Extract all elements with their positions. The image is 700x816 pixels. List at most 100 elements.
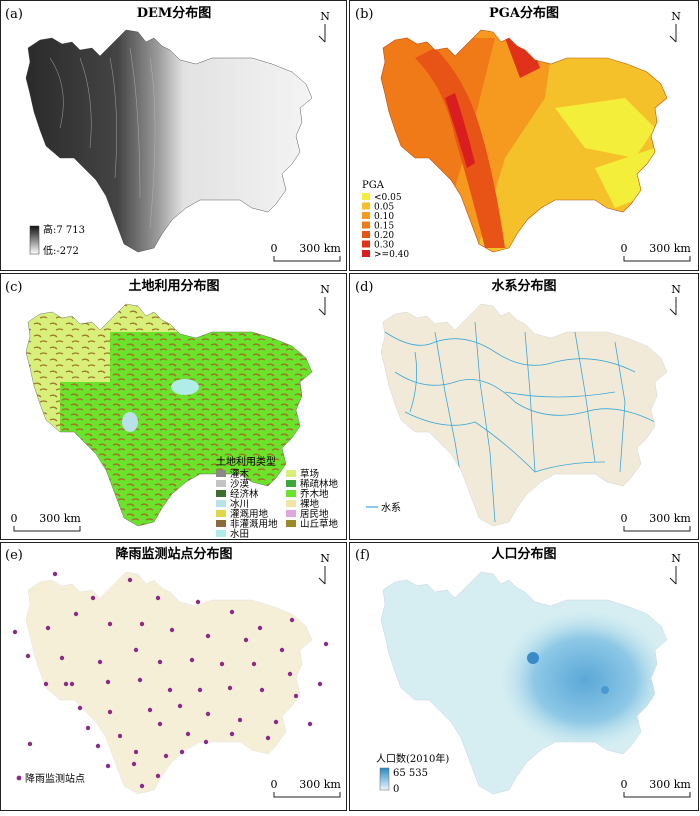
pga-legend-swatch (362, 212, 370, 219)
north-label: N (320, 10, 330, 23)
pga-legend-swatch (362, 193, 370, 200)
rain-station-dot (52, 571, 58, 577)
panel-title: 水系分布图 (491, 278, 556, 294)
rain-station-dot (107, 709, 113, 715)
rain-station-dot (59, 655, 65, 661)
panel-letter: (f) (355, 548, 370, 563)
rain-station-dot (90, 595, 96, 601)
pga-legend: <0.050.050.100.150.200.30>=0.40 (362, 193, 409, 260)
panel-d-water: (d) 水系分布图 水系 (355, 278, 668, 527)
rain-station-dot (127, 577, 133, 583)
north-arrow-shaft (318, 297, 326, 316)
pga-legend-title: PGA (362, 180, 385, 191)
rain-station-dot (147, 707, 153, 713)
scale-line (273, 792, 341, 798)
pop-legend-low: 0 (393, 784, 399, 795)
rain-station-dot (169, 627, 175, 633)
scale-line (273, 256, 341, 262)
pga-legend-label: 0.10 (374, 212, 394, 222)
rain-station-dot (107, 621, 113, 627)
rain-station-dot (185, 731, 191, 737)
dem-legend-high: 高:7 713 (43, 223, 85, 236)
north-label: N (320, 283, 330, 296)
pop-legend-ramp (379, 767, 390, 791)
rain-station-dot (105, 763, 111, 769)
rain-station-dot (205, 633, 211, 639)
scale-zero: 0 (11, 512, 18, 525)
landuse-legend-label: 非灌溉用地 (230, 518, 278, 530)
dem-legend-low: 低:-272 (43, 244, 79, 257)
rain-station-dot (85, 725, 91, 731)
rain-station-dot (139, 783, 145, 789)
scale-line (623, 526, 691, 532)
rain-station-dot (229, 609, 235, 615)
landuse-legend-swatch (216, 510, 226, 517)
scale-line (623, 792, 691, 798)
landuse-legend-label: 沙漠 (230, 478, 250, 490)
rain-station-dot (95, 743, 101, 749)
north-label: N (671, 10, 681, 23)
rain-station-dot (73, 611, 79, 617)
rain-station-dot (177, 703, 183, 709)
landuse-legend-swatch (216, 470, 226, 477)
rain-station-dot (259, 687, 265, 693)
panel-title: 人口分布图 (491, 546, 556, 562)
pga-map (380, 29, 668, 253)
rain-station-dot (265, 735, 271, 741)
landuse-legend-label: 灌木 (230, 468, 250, 480)
panel-letter: (a) (5, 7, 23, 22)
landuse-legend-swatch (216, 490, 226, 497)
landuse-legend-swatch (216, 500, 226, 507)
pga-legend-label: >=0.40 (374, 250, 409, 260)
scale-distance: 300 km (39, 512, 81, 525)
landuse-legend-swatch (286, 520, 296, 527)
rain-station-dot (27, 741, 33, 747)
dem-legend-ramp (29, 225, 40, 255)
rain-station-dot (205, 711, 211, 717)
north-label: N (320, 552, 330, 565)
rain-station-dot (163, 753, 169, 759)
pga-legend-label: 0.30 (374, 241, 394, 251)
pop-legend-title: 人口数(2010年) (376, 752, 449, 765)
panel-title: 土地利用分布图 (128, 278, 219, 294)
landuse-map (25, 303, 313, 527)
rain-station-dot (69, 681, 75, 687)
rain-station-dot (307, 721, 313, 727)
rain-station-dot (155, 773, 161, 779)
rain-station-dot (117, 733, 123, 739)
rain-station-dot (137, 677, 143, 683)
rain-station-dot (45, 625, 51, 631)
pga-legend-label: <0.05 (374, 193, 402, 203)
dem-map (25, 29, 313, 253)
rain-station-dot (63, 681, 69, 687)
scale-distance: 300 km (649, 242, 691, 255)
north-arrow: N (318, 283, 330, 316)
landuse-legend-label: 冰川 (230, 498, 249, 510)
pop-map (380, 571, 668, 795)
pga-legend-swatch (362, 250, 370, 257)
rain-station-dot (157, 659, 163, 665)
scale-distance: 300 km (649, 778, 691, 791)
scale-bar: 0 300 km (621, 242, 691, 262)
rain-stations (12, 571, 329, 789)
scale-bar: 0 300 km (621, 512, 691, 532)
north-arrow: N (318, 552, 330, 585)
rain-map (25, 571, 313, 795)
rain-station-dot (131, 761, 137, 767)
landuse-legend-swatch (286, 490, 296, 497)
pga-legend-swatch (362, 202, 370, 210)
rain-station-dot (167, 687, 173, 693)
landuse-legend-swatch (286, 510, 296, 517)
pga-legend-swatch (362, 231, 370, 238)
panel-e-rain: (e) 降雨监测站点分布图 降雨监测站点 (5, 546, 329, 795)
rain-station-dot (293, 693, 299, 699)
landuse-legend-swatch (216, 480, 226, 487)
landuse-legend-label: 经济林 (230, 488, 259, 500)
rain-station-dot (133, 647, 139, 653)
scale-bar: 0 300 km (271, 242, 341, 262)
scale-zero: 0 (271, 242, 278, 255)
panel-f-pop: (f) 人口分布图 人口数(2010年) 65 535 0 (355, 546, 668, 795)
